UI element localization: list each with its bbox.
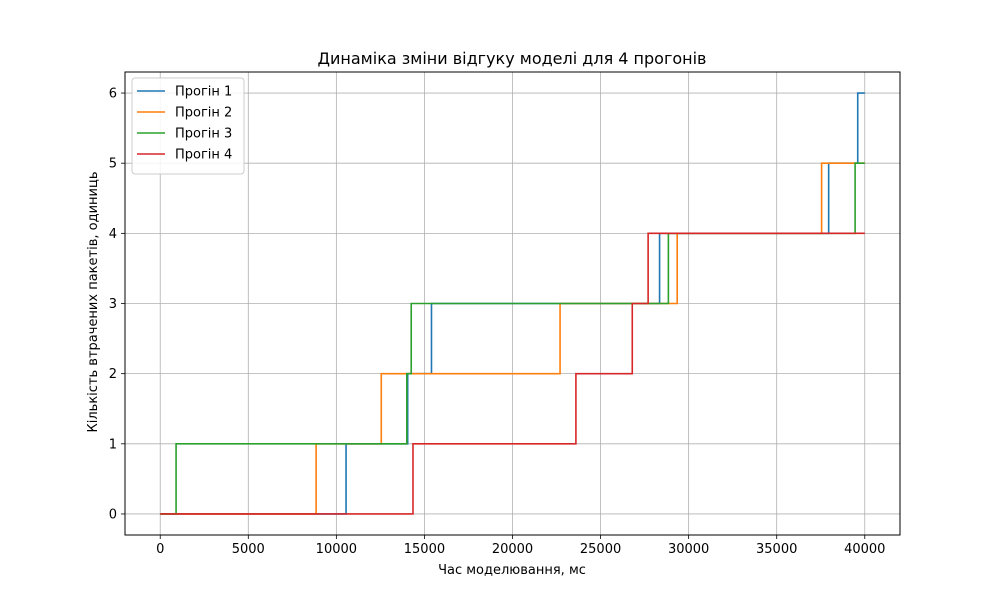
y-tick-label: 5 [109,157,117,172]
legend-label: Прогін 2 [175,106,232,121]
x-tick-label: 10000 [316,542,357,557]
x-axis-label: Час моделювання, мс [438,563,586,578]
x-tick-label: 5000 [232,542,265,557]
x-tick-label: 20000 [492,542,533,557]
x-tick-label: 0 [156,542,164,557]
series-group [160,92,865,515]
y-tick-label: 1 [109,437,117,452]
x-tick-label: 35000 [756,542,797,557]
series-line-4 [160,232,865,515]
chart-title: Динаміка зміни відгуку моделі для 4 прог… [318,49,707,68]
x-tick-label: 30000 [668,542,709,557]
y-axis-ticks: 0 1 2 3 4 5 6 [109,87,125,522]
y-tick-label: 3 [109,297,117,312]
legend-label: Прогін 1 [175,85,232,100]
y-tick-label: 4 [109,227,117,242]
series-line-3 [160,162,865,515]
y-tick-label: 2 [109,367,117,382]
x-tick-label: 40000 [844,542,885,557]
series-line-2 [160,162,865,515]
legend-box [131,77,245,175]
y-tick-label: 0 [109,507,117,522]
y-axis-label: Кількість втрачених пакетів, одиниць [86,172,101,433]
x-tick-label: 25000 [580,542,621,557]
x-axis-ticks: 0 5000 10000 15000 20000 25000 30000 35000 40000 [156,535,885,557]
x-tick-label: 15000 [404,542,445,557]
y-tick-label: 6 [109,87,117,102]
legend: Прогін 1 Прогін 2 Прогін 3 Прогін 4 [131,77,245,175]
legend-label: Прогін 3 [175,127,232,142]
legend-label: Прогін 4 [175,148,232,163]
